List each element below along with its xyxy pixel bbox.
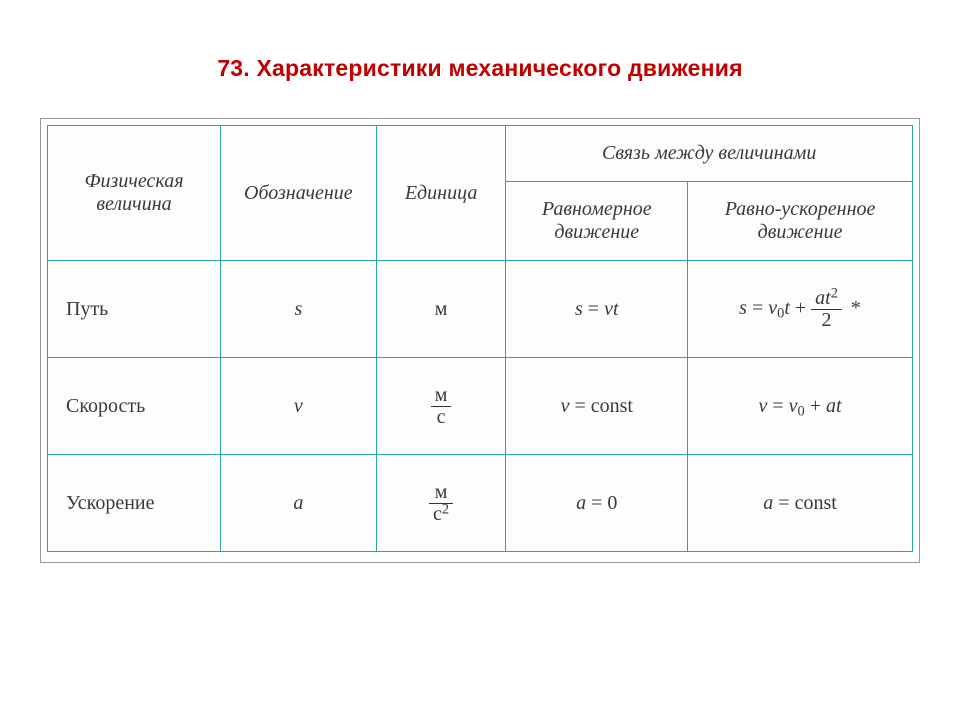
table-header-row-1: Физическая величина Обозначение Единица … (48, 126, 913, 182)
cell-speed-uniform: v = const (506, 358, 688, 455)
symbol: s (294, 298, 302, 320)
symbol: v (294, 395, 303, 417)
row-label-accel: Ускорение (48, 455, 221, 552)
row-label-path: Путь (48, 261, 221, 358)
page: 73. Характеристики механического движени… (0, 0, 960, 720)
cell-accel-uniform: a = 0 (506, 455, 688, 552)
formula: v = const (561, 395, 633, 417)
formula: s = v0t + at22 * (739, 297, 861, 319)
unit: мс2 (429, 482, 453, 525)
cell-path-unit: м (376, 261, 506, 358)
characteristics-table: Физическая величина Обозначение Единица … (47, 125, 913, 552)
cell-speed-unit: мс (376, 358, 506, 455)
cell-path-symbol: s (221, 261, 377, 358)
table-row: Скорость v мс v = const v = v0 + at (48, 358, 913, 455)
page-title: 73. Характеристики механического движени… (0, 55, 960, 82)
row-label-speed: Скорость (48, 358, 221, 455)
formula: v = v0 + at (758, 395, 841, 417)
cell-path-accelerated: s = v0t + at22 * (688, 261, 913, 358)
unit: мс (431, 385, 452, 428)
col-header-symbol: Обозначение (221, 126, 377, 261)
table-row: Путь s м s = vt s = v0t + at22 * (48, 261, 913, 358)
formula: a = const (763, 492, 837, 514)
table-row: Ускорение a мс2 a = 0 a = const (48, 455, 913, 552)
cell-speed-accelerated: v = v0 + at (688, 358, 913, 455)
cell-accel-symbol: a (221, 455, 377, 552)
col-header-uniform: Равномерное движение (506, 182, 688, 261)
cell-accel-unit: мс2 (376, 455, 506, 552)
col-header-unit: Единица (376, 126, 506, 261)
table-container: Физическая величина Обозначение Единица … (40, 118, 920, 563)
col-header-relation-group: Связь между величинами (506, 126, 913, 182)
formula: s = vt (575, 298, 619, 320)
unit: м (435, 298, 448, 320)
cell-speed-symbol: v (221, 358, 377, 455)
cell-accel-accelerated: a = const (688, 455, 913, 552)
formula: a = 0 (576, 492, 617, 514)
col-header-quantity: Физическая величина (48, 126, 221, 261)
cell-path-uniform: s = vt (506, 261, 688, 358)
col-header-accelerated: Равно-ускоренное движение (688, 182, 913, 261)
symbol: a (293, 492, 303, 514)
